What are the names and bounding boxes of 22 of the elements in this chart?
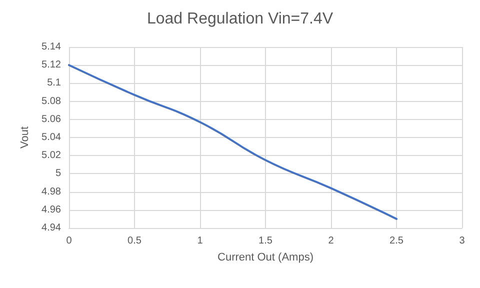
x-tick-label: 3 (459, 236, 466, 246)
y-tick-label: 5.08 (42, 96, 62, 107)
y-tick-label: 5.1 (47, 78, 62, 89)
x-tick-label: 1 (197, 236, 204, 246)
y-tick-label: 5.02 (42, 150, 62, 162)
y-tick-label: 5.04 (42, 132, 62, 143)
y-tick-label: 5 (55, 168, 62, 180)
x-tick-label: 1.5 (258, 236, 273, 246)
y-tick-label: 5.12 (42, 60, 62, 71)
y-tick-label: 4.98 (42, 186, 62, 198)
y-axis-title: Vout (19, 126, 32, 149)
x-tick-label: 0.5 (128, 236, 142, 246)
y-tick-label: 5.14 (42, 42, 62, 52)
x-axis-title: Current Out (Amps) (218, 252, 314, 264)
x-tick-label: 0 (66, 236, 72, 246)
x-tick-label: 2.5 (390, 236, 404, 246)
y-tick-label: 4.94 (42, 222, 62, 234)
line-series (68, 64, 398, 220)
chart-title: Load Regulation Vin=7.4V (146, 10, 334, 28)
x-tick-label: 2 (328, 236, 334, 246)
y-tick-label: 5.06 (42, 114, 62, 125)
y-tick-label: 4.96 (42, 204, 62, 216)
